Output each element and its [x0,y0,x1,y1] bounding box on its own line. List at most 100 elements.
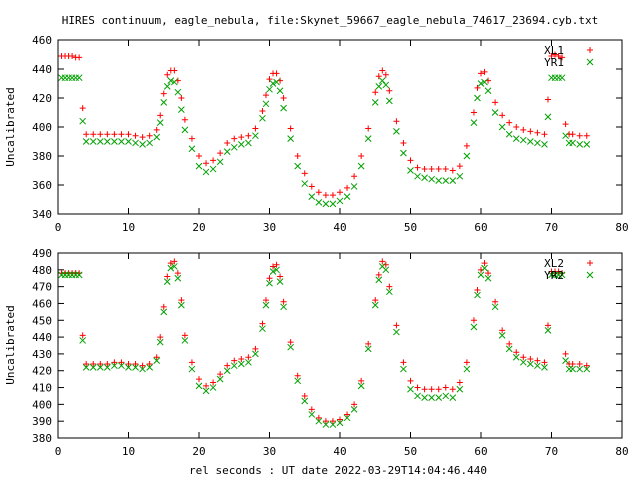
data-point-cross [477,80,485,87]
data-point-cross [266,279,273,287]
data-point-cross [544,327,552,334]
data-point-cross [541,364,548,371]
data-point-cross [195,382,203,390]
data-point-cross [470,323,478,331]
data-point-plus [203,382,210,389]
x-tick-label: 60 [474,221,487,234]
x-axis-label: rel seconds : UT date 2022-03-29T14:04:4… [189,464,487,477]
data-point-plus [174,270,181,277]
data-point-cross [188,145,196,153]
data-point-cross [89,364,97,371]
data-point-plus [188,359,195,366]
data-point-plus [188,135,195,142]
data-point-cross [259,325,266,333]
data-point-cross [167,77,175,84]
data-point-plus [544,96,551,103]
series-xl1 [58,51,590,199]
data-point-plus [287,125,294,132]
data-point-plus [541,131,548,138]
data-point-cross [474,94,481,102]
x-tick-label: 80 [615,445,628,458]
x-tick-label: 20 [192,445,205,458]
data-point-plus [259,108,266,115]
data-point-cross [400,365,407,373]
data-point-plus [294,153,301,159]
data-point-plus [449,167,456,174]
data-point-cross [262,301,270,309]
data-point-plus [463,359,470,366]
data-point-cross [139,365,146,373]
x-tick-label: 40 [333,445,346,458]
data-point-cross [111,138,118,145]
data-point-cross [544,113,552,121]
data-point-cross [170,263,178,270]
data-point-plus [555,52,562,59]
data-point-cross [569,365,577,373]
data-point-plus [224,362,231,369]
data-point-cross [202,168,210,176]
data-point-plus [153,354,160,361]
data-point-plus [470,317,477,324]
data-point-plus [435,386,442,393]
y-tick-label: 340 [32,208,52,221]
data-point-plus [379,67,386,74]
data-point-plus [372,297,379,304]
data-point-cross [195,162,203,170]
data-point-cross [576,141,584,148]
data-point-plus [273,70,280,77]
data-point-cross [118,362,125,370]
data-point-cross [491,303,499,311]
data-point-plus [294,372,301,379]
data-point-cross [505,345,513,353]
data-point-plus [552,51,559,58]
series-yr2 [58,263,591,428]
y-axis-label: Uncalibrated [4,87,17,166]
data-point-plus [171,258,178,265]
data-point-cross [146,364,154,371]
data-point-cross [266,85,273,93]
data-point-plus [280,95,287,101]
data-point-plus [79,105,86,112]
data-point-cross [160,308,168,316]
x-tick-label: 40 [333,221,346,234]
legend-label: XL2 [544,257,564,270]
data-point-plus [111,131,118,138]
data-point-plus [69,52,76,59]
chart-title: HIRES continuum, eagle_nebula, file:Skyn… [62,14,598,27]
data-point-plus [322,192,329,199]
data-point-cross [75,271,83,279]
data-point-cross [273,266,280,274]
data-point-cross [237,360,245,368]
data-point-plus [167,260,174,267]
data-point-cross [89,138,97,145]
data-point-cross [393,328,400,336]
data-point-plus [414,384,421,391]
data-point-plus [400,139,407,146]
data-point-cross [329,200,337,208]
y-tick-label: 400 [32,121,52,134]
data-point-plus [97,361,104,367]
data-point-plus [132,132,139,139]
data-point-cross [308,411,316,418]
y-tick-label: 420 [32,92,52,105]
data-point-cross [163,278,171,285]
data-point-plus [463,142,470,149]
data-point-cross [79,117,87,125]
data-point-cross [463,365,471,373]
data-point-cross [385,288,393,296]
x-tick-label: 70 [545,445,558,458]
data-point-plus [160,90,167,97]
data-point-plus [569,131,576,138]
y-tick-label: 360 [32,179,52,192]
data-point-plus [379,258,386,265]
data-point-cross [583,141,591,148]
data-point-cross [491,109,499,116]
data-point-plus [576,361,583,367]
data-point-cross [371,301,379,309]
data-point-cross [75,74,83,82]
data-point-plus [478,70,484,77]
data-point-cross [343,193,351,200]
data-point-plus [231,357,238,364]
data-point-cross [442,177,450,185]
